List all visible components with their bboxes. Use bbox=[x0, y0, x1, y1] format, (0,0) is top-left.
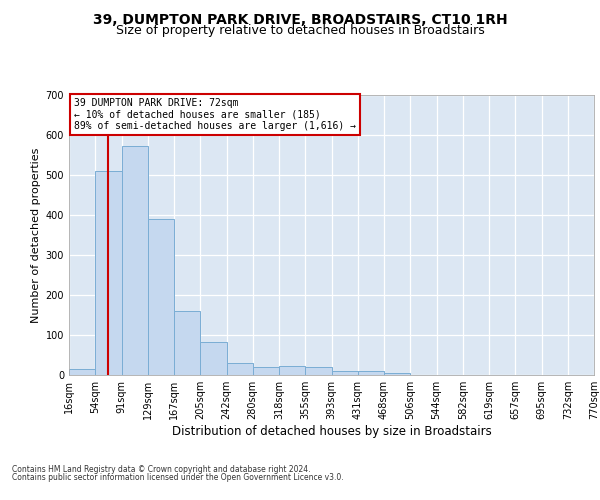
Bar bbox=[200, 342, 227, 375]
Bar bbox=[279, 366, 305, 375]
Y-axis label: Number of detached properties: Number of detached properties bbox=[31, 148, 41, 322]
Bar bbox=[95, 170, 121, 375]
Bar bbox=[305, 368, 331, 375]
Bar bbox=[331, 371, 358, 375]
Bar bbox=[227, 363, 253, 375]
Text: 39, DUMPTON PARK DRIVE, BROADSTAIRS, CT10 1RH: 39, DUMPTON PARK DRIVE, BROADSTAIRS, CT1… bbox=[92, 12, 508, 26]
Bar bbox=[384, 372, 410, 375]
Text: Size of property relative to detached houses in Broadstairs: Size of property relative to detached ho… bbox=[116, 24, 484, 37]
X-axis label: Distribution of detached houses by size in Broadstairs: Distribution of detached houses by size … bbox=[172, 425, 491, 438]
Text: Contains public sector information licensed under the Open Government Licence v3: Contains public sector information licen… bbox=[12, 472, 344, 482]
Bar bbox=[69, 370, 95, 375]
Bar bbox=[253, 368, 279, 375]
Text: Contains HM Land Registry data © Crown copyright and database right 2024.: Contains HM Land Registry data © Crown c… bbox=[12, 465, 311, 474]
Bar bbox=[148, 220, 174, 375]
Bar bbox=[121, 146, 148, 375]
Text: 39 DUMPTON PARK DRIVE: 72sqm
← 10% of detached houses are smaller (185)
89% of s: 39 DUMPTON PARK DRIVE: 72sqm ← 10% of de… bbox=[74, 98, 356, 131]
Bar bbox=[174, 311, 200, 375]
Bar bbox=[358, 371, 384, 375]
